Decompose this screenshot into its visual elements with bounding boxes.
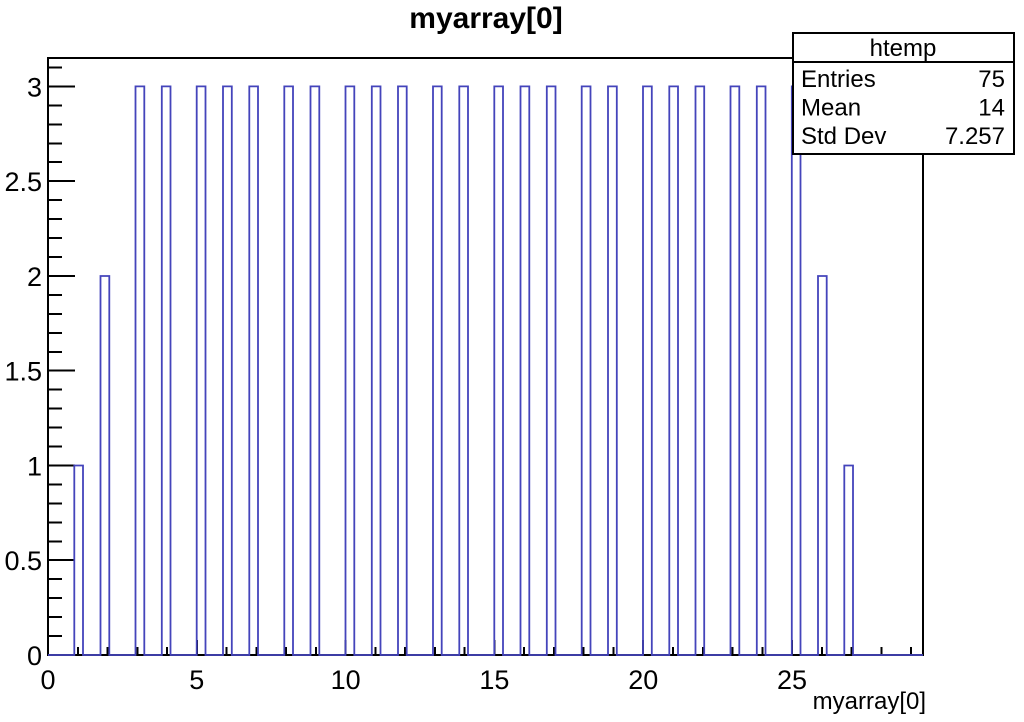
x-tick-label: 20 [628, 665, 658, 695]
y-tick-label: 2 [27, 262, 42, 292]
axis-tick-labels: 0 5 10 15 20 25 0 0.5 1 1.5 2 2.5 3 [4, 72, 807, 695]
y-tick-label: 1 [27, 451, 42, 481]
stats-box-frame [792, 32, 1015, 155]
stats-box-title: htemp [870, 35, 937, 62]
x-tick-label: 0 [40, 665, 55, 695]
stats-box: htemp Entries 75 Mean 14 Std Dev 7.257 [792, 32, 1015, 155]
stats-row-label: Mean [801, 95, 861, 122]
y-tick-label: 0 [27, 641, 42, 671]
stats-row-value: 14 [978, 95, 1005, 122]
x-tick-label: 5 [189, 665, 204, 695]
x-axis-title: myarray[0] [813, 688, 926, 715]
stats-row-label: Std Dev [801, 123, 886, 150]
stats-row-value: 7.257 [945, 123, 1005, 150]
plot-title: myarray[0] [409, 2, 562, 35]
y-tick-label: 0.5 [4, 546, 42, 576]
x-tick-label: 15 [479, 665, 509, 695]
x-tick-label: 10 [331, 665, 361, 695]
axis-ticks [48, 66, 913, 655]
stats-box-rows: Entries 75 Mean 14 Std Dev 7.257 [801, 66, 1005, 150]
stats-row-label: Entries [801, 66, 876, 93]
y-tick-label: 3 [27, 72, 42, 102]
x-tick-label: 25 [777, 665, 807, 695]
y-tick-label: 2.5 [4, 167, 42, 197]
stats-row-value: 75 [978, 66, 1005, 93]
y-tick-label: 1.5 [4, 357, 42, 387]
histogram-line [48, 85, 923, 656]
